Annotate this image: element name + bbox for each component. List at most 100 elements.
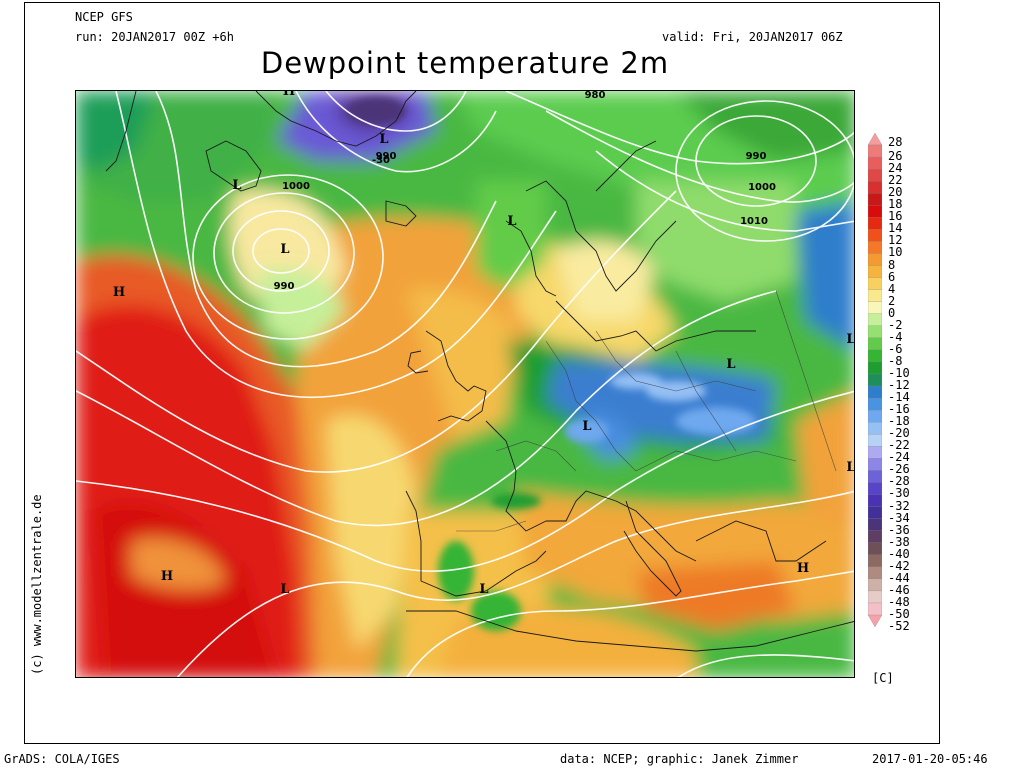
color-swatch	[867, 506, 883, 520]
color-scale	[867, 132, 883, 628]
color-swatch	[867, 470, 883, 484]
color-swatch	[867, 614, 883, 628]
color-scale-label: -24	[888, 450, 910, 465]
color-scale-label: -12	[888, 378, 910, 393]
low-pressure-center: L	[507, 214, 516, 229]
low-pressure-center: L	[846, 332, 855, 347]
high-pressure-center: H	[283, 91, 295, 99]
color-swatch	[867, 156, 883, 170]
color-swatch	[867, 301, 883, 315]
color-scale-label: 10	[888, 245, 903, 260]
color-swatch	[867, 554, 883, 568]
low-pressure-center: L	[846, 460, 855, 475]
low-pressure-center: L	[232, 178, 241, 193]
color-scale-label: -32	[888, 498, 910, 513]
color-swatch	[867, 566, 883, 580]
isobar-label: 1000	[282, 181, 310, 192]
color-scale-label: 18	[888, 197, 903, 212]
color-swatch	[867, 590, 883, 604]
color-scale-label: 0	[888, 305, 896, 320]
coastlines	[105, 91, 854, 652]
color-scale-label: 24	[888, 161, 903, 176]
color-swatch	[867, 578, 883, 592]
color-scale-label: 6	[888, 269, 896, 284]
color-scale-label: -18	[888, 414, 910, 429]
low-pressure-center: L	[379, 132, 388, 147]
valid-label: valid: Fri, 20JAN2017 06Z	[662, 30, 843, 44]
color-scale-label: -20	[888, 426, 910, 441]
isobar-label: -30	[372, 155, 390, 166]
color-swatch	[867, 434, 883, 447]
color-scale-label: -36	[888, 522, 910, 537]
color-scale-label: -48	[888, 594, 910, 609]
color-swatch	[867, 530, 883, 544]
color-scale-label: -4	[888, 329, 903, 344]
color-swatch	[867, 385, 883, 399]
color-scale-label: -2	[888, 317, 903, 332]
color-swatch	[867, 458, 883, 472]
color-scale-label: 26	[888, 149, 903, 164]
color-scale-label: 28	[888, 135, 903, 149]
isobar-label: 1010	[740, 216, 768, 227]
color-swatch	[867, 602, 883, 616]
color-swatch	[867, 229, 883, 243]
color-scale-label: -34	[888, 510, 910, 525]
color-swatch	[867, 132, 883, 146]
isobar-label: 980	[585, 91, 606, 101]
color-swatch	[867, 193, 883, 206]
chart-frame	[24, 2, 940, 744]
color-scale-label: -10	[888, 365, 910, 380]
color-scale-label: -26	[888, 462, 910, 477]
footer-software: GrADS: COLA/IGES	[4, 752, 120, 766]
high-pressure-center: H	[797, 561, 809, 576]
color-swatch	[867, 482, 883, 496]
color-scale-label: -52	[888, 619, 910, 634]
low-pressure-center: L	[726, 357, 735, 372]
color-swatch	[867, 144, 883, 158]
low-pressure-center: L	[280, 242, 289, 257]
color-swatch	[867, 542, 883, 556]
isobar-label: 990	[274, 281, 295, 292]
color-swatch	[867, 325, 883, 339]
high-pressure-center: H	[161, 569, 173, 584]
color-scale-label: -28	[888, 474, 910, 489]
footer-credits: data: NCEP; graphic: Janek Zimmer	[560, 752, 799, 766]
color-scale-label: -46	[888, 582, 910, 597]
color-scale-label: -22	[888, 438, 910, 453]
color-scale-label: 4	[888, 281, 896, 296]
pressure-centers: L L L L L L L L L L H H H H	[113, 91, 855, 597]
color-swatch	[867, 265, 883, 279]
color-scale-label: 14	[888, 221, 903, 236]
color-swatch	[867, 397, 883, 411]
color-scale-bar	[867, 132, 883, 628]
low-pressure-center: L	[479, 582, 488, 597]
color-scale-label: 2	[888, 293, 896, 308]
high-pressure-center: H	[113, 285, 125, 300]
unit-label: [C]	[872, 671, 894, 685]
color-swatch	[867, 313, 883, 327]
color-scale-label: -42	[888, 558, 910, 573]
footer-timestamp: 2017-01-20-05:46	[872, 752, 988, 766]
color-swatch	[867, 409, 883, 423]
color-swatch	[867, 289, 883, 303]
color-scale-label: -6	[888, 341, 903, 356]
color-swatch	[867, 241, 883, 255]
color-scale-label: -8	[888, 353, 903, 368]
model-label: NCEP GFS	[75, 10, 133, 24]
dewpoint-field	[76, 91, 854, 677]
color-swatch	[867, 181, 883, 194]
color-swatch	[867, 168, 883, 182]
color-swatch	[867, 446, 883, 459]
map-title: Dewpoint temperature 2m	[260, 46, 670, 80]
isobar-label: 990	[376, 151, 397, 162]
color-scale-label: 8	[888, 257, 896, 272]
color-swatch	[867, 205, 883, 218]
color-scale-label: -14	[888, 390, 910, 405]
site-credit: (c) www.modellzentrale.de	[30, 494, 44, 675]
color-swatch	[867, 253, 883, 267]
color-swatch	[867, 422, 883, 435]
color-scale-label: -38	[888, 534, 910, 549]
